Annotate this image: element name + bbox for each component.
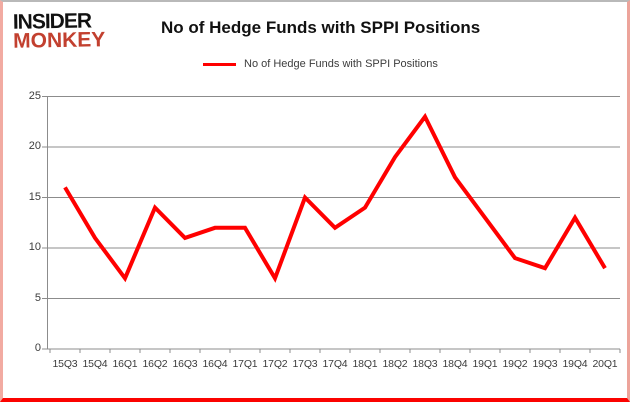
y-axis-tick-label: 20 (28, 140, 41, 152)
y-axis-tick-label: 15 (28, 190, 41, 203)
chart-title: No of Hedge Funds with SPPI Positions (161, 18, 481, 37)
x-axis-tick-label: 16Q1 (112, 358, 138, 370)
x-axis-tick-label: 17Q2 (262, 358, 288, 370)
x-axis-tick-label: 18Q1 (352, 358, 378, 370)
x-axis-tick-label: 17Q3 (292, 358, 318, 370)
legend-label: No of Hedge Funds with SPPI Positions (244, 58, 438, 70)
x-axis-tick-label: 16Q2 (142, 358, 168, 370)
x-axis-tick-label: 16Q3 (172, 358, 198, 370)
x-axis-tick-label: 18Q2 (382, 358, 408, 370)
y-axis-tick-label: 10 (28, 241, 41, 253)
x-axis-tick-label: 19Q1 (472, 358, 498, 370)
x-axis-tick-label: 15Q4 (82, 358, 108, 370)
legend: No of Hedge Funds with SPPI Positions (203, 58, 438, 70)
legend-line-swatch (203, 62, 236, 66)
y-axis-tick-label: 0 (34, 342, 41, 354)
y-axis-tick-label: 5 (34, 291, 41, 304)
x-axis-tick-label: 19Q3 (532, 358, 558, 370)
x-axis-tick-label: 18Q4 (442, 358, 468, 370)
x-axis-tick-label: 19Q4 (562, 358, 588, 370)
x-axis-tick-label: 18Q3 (412, 358, 438, 370)
chart-card: INSIDER MONKEY No of Hedge Funds with SP… (0, 0, 630, 402)
x-axis-tick-label: 17Q1 (232, 358, 258, 370)
data-line-series (63, 112, 607, 283)
y-axis-tick-label: 25 (28, 89, 41, 102)
line-chart (42, 96, 621, 353)
x-axis-tick-label: 20Q1 (592, 358, 618, 370)
x-axis-tick-label: 15Q3 (52, 358, 78, 370)
x-axis-tick-label: 19Q2 (502, 358, 528, 370)
x-axis-tick-label: 16Q4 (202, 358, 228, 370)
x-axis-tick-label: 17Q4 (322, 358, 348, 370)
